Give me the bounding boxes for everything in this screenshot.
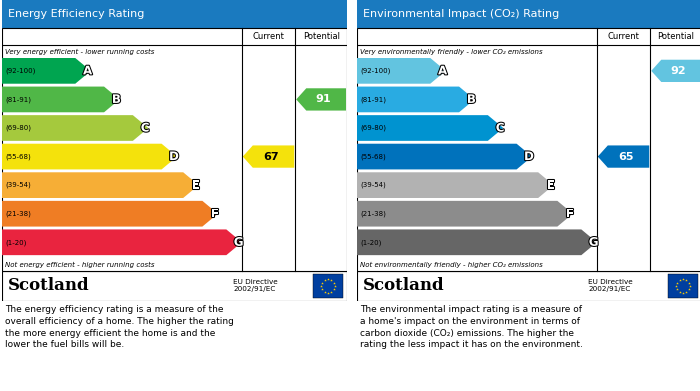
Text: Not environmentally friendly - higher CO₂ emissions: Not environmentally friendly - higher CO… [360, 262, 542, 267]
Text: B: B [112, 93, 121, 106]
Polygon shape [296, 88, 346, 111]
Bar [2, 0, 347, 28]
Text: E: E [192, 179, 199, 192]
Text: 67: 67 [263, 152, 279, 161]
Text: (21-38): (21-38) [5, 210, 31, 217]
Text: F: F [566, 207, 574, 220]
Text: Potential: Potential [302, 32, 340, 41]
Text: Current: Current [608, 32, 640, 41]
Text: Very environmentally friendly - lower CO₂ emissions: Very environmentally friendly - lower CO… [360, 48, 542, 55]
Text: A: A [438, 65, 447, 77]
Polygon shape [2, 201, 218, 226]
Text: (69-80): (69-80) [5, 125, 31, 131]
Text: Potential: Potential [657, 32, 694, 41]
Text: C: C [141, 122, 150, 135]
Text: Not energy efficient - higher running costs: Not energy efficient - higher running co… [5, 262, 155, 267]
Text: The environmental impact rating is a measure of
a home's impact on the environme: The environmental impact rating is a mea… [360, 305, 583, 350]
Text: D: D [169, 150, 178, 163]
Polygon shape [2, 144, 177, 169]
Text: Scotland: Scotland [8, 278, 90, 294]
Bar [2, 271, 347, 301]
Polygon shape [357, 115, 503, 141]
Text: EU Directive
2002/91/EC: EU Directive 2002/91/EC [233, 280, 278, 292]
Text: (69-80): (69-80) [360, 125, 386, 131]
Polygon shape [357, 86, 475, 112]
Text: C: C [496, 122, 505, 135]
Text: (55-68): (55-68) [5, 153, 31, 160]
Text: B: B [467, 93, 476, 106]
Bar [2, 28, 347, 271]
Text: (1-20): (1-20) [360, 239, 382, 246]
Bar [668, 274, 698, 298]
Text: The energy efficiency rating is a measure of the
overall efficiency of a home. T: The energy efficiency rating is a measur… [5, 305, 234, 350]
Text: G: G [234, 236, 244, 249]
Text: E: E [547, 179, 554, 192]
Bar [357, 271, 700, 301]
Text: Very energy efficient - lower running costs: Very energy efficient - lower running co… [5, 48, 155, 55]
Polygon shape [2, 230, 241, 255]
Text: Scotland: Scotland [363, 278, 444, 294]
Text: D: D [524, 150, 534, 163]
Text: Environmental Impact (CO₂) Rating: Environmental Impact (CO₂) Rating [363, 9, 559, 19]
Bar [357, 28, 700, 271]
Polygon shape [357, 172, 554, 198]
Text: (92-100): (92-100) [360, 68, 391, 74]
Bar [313, 274, 343, 298]
Polygon shape [357, 230, 597, 255]
Text: (81-91): (81-91) [5, 96, 31, 103]
Text: (21-38): (21-38) [360, 210, 386, 217]
Text: Current: Current [253, 32, 284, 41]
Text: G: G [589, 236, 598, 249]
Polygon shape [2, 86, 120, 112]
Text: A: A [83, 65, 92, 77]
Polygon shape [357, 58, 446, 84]
Text: (39-54): (39-54) [5, 182, 31, 188]
Polygon shape [2, 172, 199, 198]
Text: Energy Efficiency Rating: Energy Efficiency Rating [8, 9, 144, 19]
Text: 65: 65 [618, 152, 634, 161]
Text: 91: 91 [316, 95, 331, 104]
Polygon shape [357, 144, 532, 169]
Text: (81-91): (81-91) [360, 96, 386, 103]
Polygon shape [357, 201, 573, 226]
Polygon shape [598, 145, 650, 168]
Bar [357, 0, 700, 28]
Text: (39-54): (39-54) [360, 182, 386, 188]
Text: (92-100): (92-100) [5, 68, 36, 74]
Polygon shape [2, 58, 91, 84]
Text: (1-20): (1-20) [5, 239, 27, 246]
Polygon shape [651, 60, 700, 82]
Text: EU Directive
2002/91/EC: EU Directive 2002/91/EC [588, 280, 633, 292]
Polygon shape [2, 115, 148, 141]
Text: (55-68): (55-68) [360, 153, 386, 160]
Text: 92: 92 [671, 66, 687, 76]
Text: F: F [211, 207, 218, 220]
Polygon shape [243, 145, 294, 168]
